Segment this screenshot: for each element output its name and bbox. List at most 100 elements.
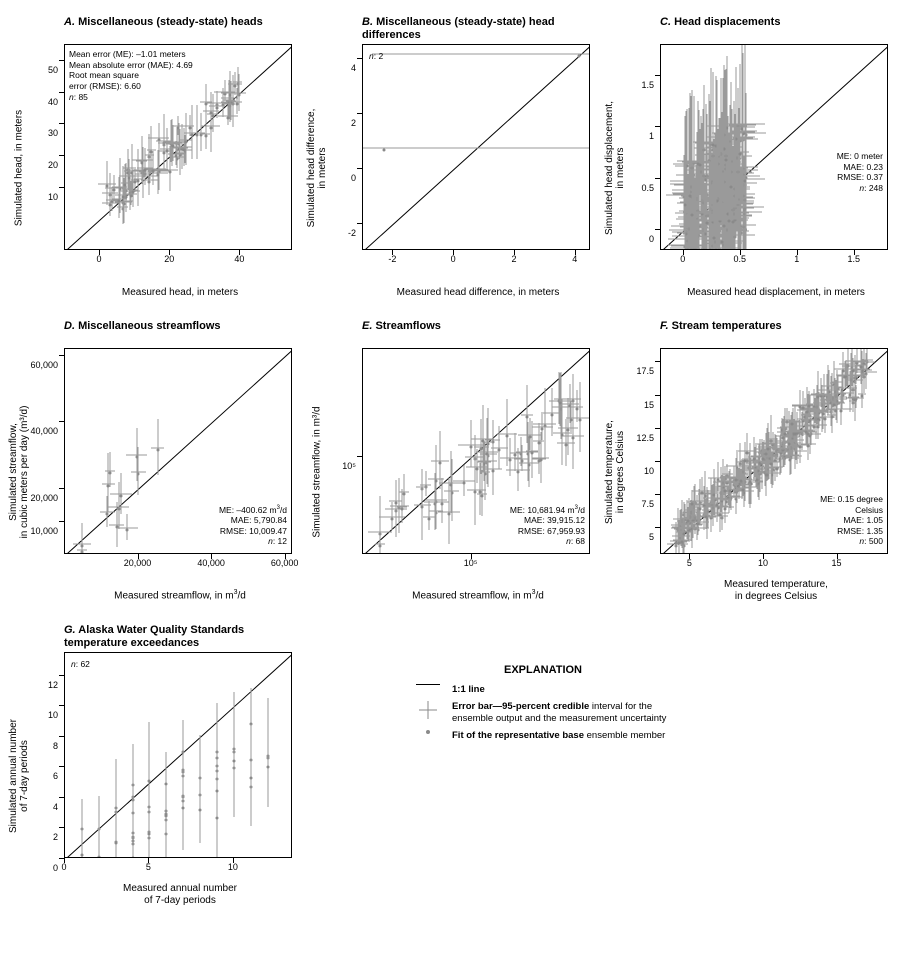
data-point [190,133,193,136]
data-point [109,204,112,207]
data-point [182,149,185,152]
data-point [505,434,508,437]
data-point [728,490,731,493]
data-point [140,162,143,165]
stats-annotation: ME: –400.62 m3/d MAE: 5,790.84 RMSE: 10,… [219,505,287,548]
panel-title: A. Miscellaneous (steady-state) heads [64,16,271,29]
data-point [126,529,129,532]
error-bar-v [730,92,731,250]
data-point [215,106,218,109]
x-tick-label: 0.5 [734,254,747,264]
data-point [144,168,147,171]
panel-title: F. Stream temperatures [660,320,790,333]
panel-g: G. Alaska Water Quality Standards temper… [16,624,296,904]
data-point [835,410,838,413]
data-point [565,444,568,447]
x-axis-label: Measured streamflow, in m3/d [64,589,296,602]
data-point [742,489,745,492]
data-point [81,545,84,548]
data-point [799,406,802,409]
x-tick-label: 20 [164,254,174,264]
plot-box: ME: –400.62 m3/d MAE: 5,790.84 RMSE: 10,… [64,348,292,554]
data-point [165,149,168,152]
x-tick-label: 10 [758,558,768,568]
error-bar-v [688,174,689,250]
plot-box: Mean error (ME): –1.01 meters Mean absol… [64,44,292,250]
y-tick-label: 1 [649,131,654,141]
data-point [860,366,863,369]
panel-c: C. Head displacementsSimulated head disp… [612,16,892,296]
error-bar-v [734,126,735,250]
error-bar-v [746,93,747,250]
x-tick-label: 0 [61,862,66,872]
data-point [148,833,151,836]
data-point [175,154,178,157]
y-tick-label: 12.5 [636,433,654,443]
data-point [117,507,120,510]
legend-text: Error bar—95-percent credible interval f… [452,701,672,724]
data-point [439,462,442,465]
error-bar-v [715,175,716,250]
error-bar-v [694,180,695,250]
x-axis-label: Measured head difference, in meters [362,287,594,299]
data-point [764,474,767,477]
data-point [798,445,801,448]
x-tick-label: 40,000 [197,558,225,568]
error-bar-v [707,145,708,250]
y-axis-label: Simulated head, in meters [14,53,25,283]
panel-title: G. Alaska Water Quality Standards temper… [64,624,296,650]
panel-letter: A. [64,16,75,28]
data-point [680,540,683,543]
data-point [705,516,708,519]
y-axis-label: Simulated streamflow,in cubic meters per… [8,357,30,587]
legend-row: Fit of the representative base ensemble … [414,730,672,741]
plot-box: n: 2 [362,44,590,250]
data-point [712,493,715,496]
panel-title: E. Streamflows [362,320,449,333]
panel-title-text: Miscellaneous (steady-state) heads [78,16,263,28]
data-point [137,179,140,182]
data-point [840,410,843,413]
data-point [709,248,712,250]
data-point [827,386,830,389]
y-tick-label: 40 [48,97,58,107]
data-point [204,135,207,138]
data-point [824,418,827,421]
y-tick-label: 0.5 [641,183,654,193]
chart-area: Simulated streamflow,in cubic meters per… [16,348,296,596]
error-bar-v [115,800,116,858]
data-point [696,162,699,165]
data-point [789,458,792,461]
data-point [475,467,478,470]
grid-layout: A. Miscellaneous (steady-state) heads Sim… [16,16,889,904]
y-tick-label: 4 [351,63,356,73]
data-point [805,431,808,434]
data-point [118,199,121,202]
data-point [690,214,693,217]
x-tick-label: 1 [794,254,799,264]
data-point [756,479,759,482]
data-point [182,807,185,810]
data-point [703,248,706,250]
explanation: EXPLANATION1:1 line Error bar—95-percent… [414,664,672,748]
x-tick-label: 5 [687,558,692,568]
data-point [199,809,202,812]
error-bar-v [676,522,677,554]
data-point [80,854,83,857]
data-point [723,224,726,227]
data-point [428,517,431,520]
data-point [690,503,693,506]
y-tick-label: 10 [644,466,654,476]
data-point [714,248,717,250]
data-point [770,462,773,465]
data-point [150,151,153,154]
y-tick-label: 40,000 [30,426,58,436]
y-tick-label: 0 [649,234,654,244]
y-tick-label: 0 [351,173,356,183]
stats-annotation: n: 62 [71,659,90,670]
data-point [195,134,198,137]
data-point [578,418,581,421]
error-bar-v [678,520,679,554]
chart-area: Simulated head, in metersMeasured head, … [16,44,296,292]
x-axis-label: Measured temperature,in degrees Celsius [660,579,892,602]
